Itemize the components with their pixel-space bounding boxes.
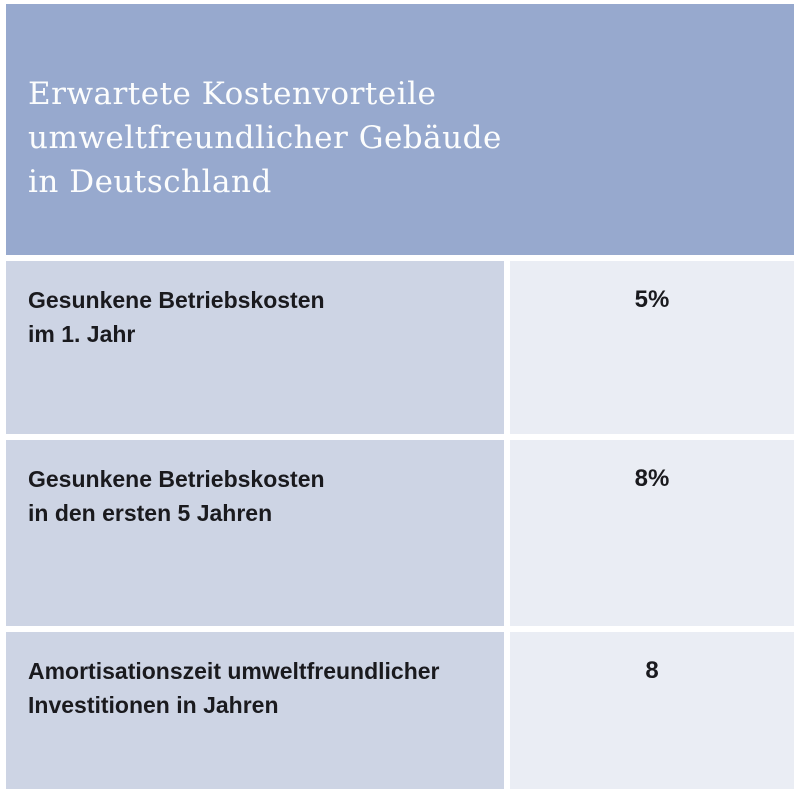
row-3-label-line-2: Investitionen in Jahren — [28, 692, 279, 718]
row-2-label-line-1: Gesunkene Betriebskosten — [28, 466, 325, 492]
row-1-value: 5% — [634, 286, 670, 313]
header-band: Erwartete Kostenvorteile umweltfreundlic… — [6, 4, 794, 255]
chart-title-line-1: Erwartete Kostenvorteile — [28, 76, 437, 112]
table-row-3-label-cell: Amortisationszeit umweltfreundlicher Inv… — [6, 632, 504, 789]
table-row-2-value-cell: 8% — [510, 440, 794, 626]
row-1-label-line-1: Gesunkene Betriebskosten — [28, 287, 325, 313]
row-3-value: 8 — [645, 657, 659, 684]
table-row-3-value-cell: 8 — [510, 632, 794, 789]
table-row-2-label-cell: Gesunkene Betriebskosten in den ersten 5… — [6, 440, 504, 626]
row-2-label-line-2: in den ersten 5 Jahren — [28, 500, 273, 526]
infographic-card: Erwartete Kostenvorteile umweltfreundlic… — [6, 4, 794, 789]
row-3-label-line-1: Amortisationszeit umweltfreundlicher — [28, 658, 440, 684]
row-1-label-line-2: im 1. Jahr — [28, 321, 136, 347]
chart-title-line-2: umweltfreundlicher Gebäude — [28, 120, 502, 156]
chart-title-line-3: in Deutschland — [28, 164, 272, 200]
statistics-table: Gesunkene Betriebskosten im 1. Jahr 5% G… — [6, 261, 794, 789]
page: { "chart_data": { "type": "table", "titl… — [0, 4, 800, 800]
chart-title: Erwartete Kostenvorteile umweltfreundlic… — [28, 72, 774, 204]
table-row-1-label-cell: Gesunkene Betriebskosten im 1. Jahr — [6, 261, 504, 434]
row-2-value: 8% — [634, 465, 670, 492]
table-row-1-value-cell: 5% — [510, 261, 794, 434]
